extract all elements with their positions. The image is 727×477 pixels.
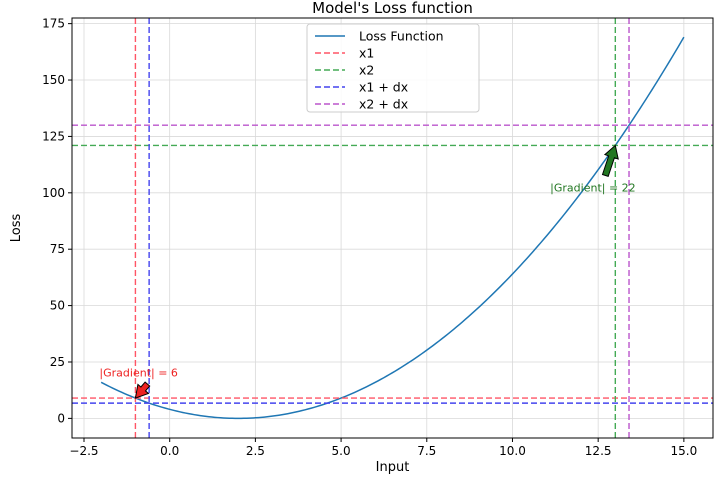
legend-entry: x2 + dx [359,97,408,112]
x-tick-label: 7.5 [417,444,436,458]
y-axis-label: Loss [9,214,24,243]
plot-area: |Gradient| = 6 |Gradient| = 22 [72,18,713,438]
legend-entry: Loss Function [359,29,444,44]
x-tick-label: −2.5 [69,444,98,458]
legend-entry: x1 + dx [359,80,408,95]
legend-entry: x1 [359,46,374,61]
x-tick-label: 2.5 [246,444,265,458]
chart-title: Model's Loss function [312,0,473,17]
y-tick-label: 125 [42,129,65,143]
gradient-annotation-label: |Gradient| = 6 [99,367,177,380]
axes: −2.5 0.0 2.5 5.0 7.5 10.0 12.5 15.0 0 25 50 75 100 12… [42,17,714,458]
x-tick-label: 10.0 [499,444,526,458]
x-axis-label: Input [376,460,410,475]
x-tick-label: 5.0 [332,444,351,458]
gradient-annotation-arrow [601,144,619,178]
legend-entry: x2 [359,63,374,78]
y-tick-label: 0 [57,411,65,425]
loss-curve [100,36,685,420]
x-tick-label: 15.0 [671,444,698,458]
y-tick-label: 100 [42,186,65,200]
grid-lines [72,18,713,438]
y-tick-label: 175 [42,17,65,31]
y-tick-label: 150 [42,73,65,87]
x-tick-label: 12.5 [585,444,612,458]
legend-box [306,23,480,113]
legend: Loss Function x1 x2 x1 + dx x2 + dx [306,23,480,113]
x-tick-label: 0.0 [160,444,179,458]
gradient-annotation-arrow [134,381,151,399]
y-tick-label: 25 [50,355,65,369]
y-tick-label: 75 [50,242,65,256]
gradient-annotation-label: |Gradient| = 22 [550,182,636,195]
axes-frame [71,17,714,439]
y-tick-label: 50 [50,299,65,313]
